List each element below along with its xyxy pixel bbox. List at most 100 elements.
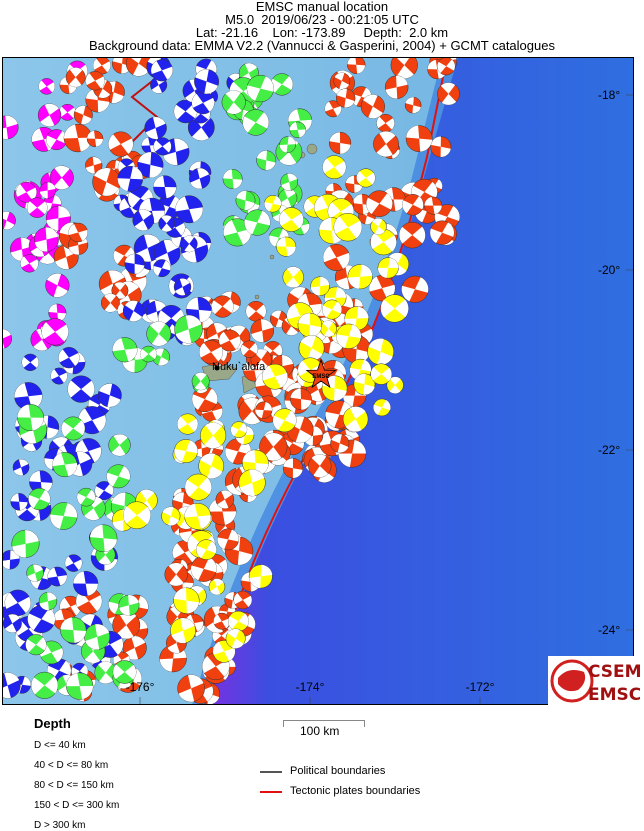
focal-mechanism-ball xyxy=(20,254,39,273)
tectonic-boundary-label: Tectonic plates boundaries xyxy=(290,785,421,797)
lon-label: -174° xyxy=(296,680,325,694)
deep-ocean xyxy=(207,57,634,705)
focal-mechanism-ball xyxy=(328,131,352,155)
focal-mechanism-ball xyxy=(67,375,95,403)
focal-mechanism-ball xyxy=(58,347,80,369)
focal-mechanism-ball xyxy=(89,524,118,553)
focal-mechanism-ball xyxy=(177,413,199,435)
focal-mechanism-ball xyxy=(4,589,32,617)
focal-mechanism-ball xyxy=(97,383,122,408)
focal-mechanism-ball xyxy=(112,611,141,640)
focal-mechanism-ball xyxy=(173,99,198,124)
depth-legend-item: 80 < D <= 150 km xyxy=(34,780,114,791)
focal-mechanism-ball xyxy=(45,205,71,231)
focal-mechanism-ball xyxy=(84,623,111,650)
focal-mechanism-ball xyxy=(297,312,323,338)
focal-mechanism-ball xyxy=(17,404,44,432)
focal-mechanism-ball xyxy=(282,458,304,479)
focal-mechanism-ball xyxy=(380,294,409,323)
focal-mechanism-ball xyxy=(244,209,271,236)
focal-mechanism-ball xyxy=(94,661,117,684)
focal-mechanism-ball xyxy=(94,481,114,501)
focal-mechanism-ball xyxy=(264,195,282,213)
focal-mechanism-ball xyxy=(233,590,253,610)
graticule xyxy=(139,94,634,705)
focal-mechanism-ball xyxy=(66,672,94,700)
focal-mechanism-ball xyxy=(177,674,205,703)
focal-mechanism-ball xyxy=(259,432,288,461)
focal-mechanism-ball xyxy=(218,329,241,352)
focal-mechanism-ball xyxy=(152,348,171,366)
focal-mechanism-ball xyxy=(270,73,294,96)
focal-mechanism-ball xyxy=(122,635,147,661)
focal-mechanism-ball xyxy=(118,594,140,616)
focal-mechanism-ball xyxy=(153,175,177,199)
focal-mechanism-ball xyxy=(368,275,396,302)
political-boundary-swatch xyxy=(260,771,282,773)
focal-mechanism-ball xyxy=(49,165,74,190)
scale-label: 100 km xyxy=(300,724,340,738)
lon-label: -172° xyxy=(466,680,495,694)
event-info: M5.0 2019/06/23 - 00:21:05 UTC xyxy=(225,12,419,27)
focal-mechanism-ball xyxy=(250,318,274,343)
focal-mechanism-ball xyxy=(15,181,37,203)
focal-mechanism-ball xyxy=(390,57,418,79)
focal-mechanism-ball xyxy=(73,105,93,125)
tectonic-boundary-swatch xyxy=(260,791,282,793)
csem-emsc-logo: CSEM EMSC xyxy=(548,656,642,706)
focal-mechanism-ball xyxy=(223,218,252,247)
focal-mechanism-ball xyxy=(85,156,103,174)
focal-mechanism-ball xyxy=(196,539,217,560)
focal-mechanism-ball xyxy=(46,129,67,151)
focal-mechanism-ball xyxy=(2,211,16,230)
map-header: EMSC manual location M5.0 2019/06/23 - 0… xyxy=(0,0,644,52)
focal-mechanism-ball xyxy=(322,299,342,320)
seismic-map[interactable]: EMSC Nuku`alofa -176° -174° -172° -18° -… xyxy=(2,57,634,705)
focal-mechanism-ball xyxy=(324,100,342,118)
focal-mechanism-ball xyxy=(50,367,68,385)
focal-mechanism-ball xyxy=(25,634,47,656)
focal-mechanism-ball xyxy=(353,373,376,396)
focal-mechanism-ball xyxy=(240,340,259,358)
focal-mechanism-ball xyxy=(124,253,145,275)
focal-mechanism-ball xyxy=(45,273,70,298)
focal-mechanism-ball xyxy=(26,564,44,582)
lat-label: -22° xyxy=(598,443,620,457)
focal-mechanism-ball xyxy=(37,103,62,127)
focal-mechanism-ball xyxy=(248,564,273,589)
svg-text:EMSC: EMSC xyxy=(588,685,640,705)
focal-mechanism-ball xyxy=(245,300,267,322)
focal-mechanism-ball xyxy=(60,617,87,644)
focal-mechanism-ball xyxy=(246,74,275,103)
epicenter-marker[interactable]: EMSC xyxy=(305,358,337,389)
focal-mechanism-ball xyxy=(189,167,211,190)
focal-mechanism-ball xyxy=(137,151,164,178)
focal-mechanism-ball xyxy=(26,197,48,218)
focal-mechanism-ball xyxy=(191,91,215,115)
focal-mechanism-ball xyxy=(376,114,395,133)
focal-mechanism-ball xyxy=(238,469,266,497)
focal-mechanism-ball xyxy=(402,194,424,216)
focal-mechanism-ball xyxy=(242,449,269,477)
city-label: Nuku`alofa xyxy=(212,361,266,373)
focal-mechanism-ball xyxy=(190,555,217,582)
focal-mechanism-ball xyxy=(404,96,422,114)
focal-mechanism-ball xyxy=(174,439,198,464)
focal-mechanism-ball xyxy=(2,672,21,699)
focal-mechanism-ball xyxy=(27,605,56,634)
focal-mechanism-ball xyxy=(255,401,273,419)
focal-mechanism-ball xyxy=(12,458,30,476)
focal-mechanism-ball xyxy=(184,503,212,530)
focal-mechanism-ball xyxy=(437,57,456,76)
focal-mechanism-ball xyxy=(39,182,56,199)
focal-mechanism-ball xyxy=(211,295,234,318)
focal-mechanism-ball xyxy=(222,169,243,189)
focal-mechanism-ball xyxy=(373,398,391,417)
focal-mechanism-ball xyxy=(221,90,246,115)
focal-mechanism-ball xyxy=(279,136,296,153)
svg-text:CSEM: CSEM xyxy=(588,662,640,682)
focal-mechanism-ball xyxy=(38,78,56,95)
focal-mechanism-ball xyxy=(373,131,399,157)
focal-mechanism-ball xyxy=(280,173,299,191)
focal-mechanism-ball xyxy=(217,528,239,551)
